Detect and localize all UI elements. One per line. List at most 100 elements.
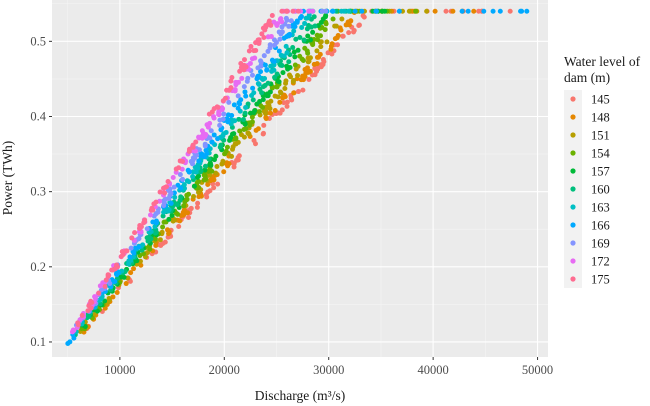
data-point	[241, 127, 247, 133]
legend-key	[570, 204, 576, 210]
data-point	[245, 75, 251, 81]
data-point	[346, 8, 352, 14]
data-point	[96, 290, 102, 296]
data-point	[173, 201, 179, 207]
data-point	[88, 305, 94, 311]
data-point	[278, 16, 284, 22]
data-point	[186, 148, 192, 154]
data-point	[272, 74, 278, 80]
data-point	[281, 100, 287, 106]
legend-key	[570, 276, 576, 282]
data-point	[157, 189, 163, 195]
data-point	[207, 120, 213, 126]
panel-background	[52, 0, 548, 357]
data-point	[180, 209, 186, 215]
data-point	[290, 44, 296, 50]
data-point	[295, 8, 301, 14]
data-point	[67, 339, 73, 345]
data-point	[219, 105, 225, 111]
x-tick-label: 30000	[313, 363, 344, 377]
x-tick-label: 10000	[104, 363, 135, 377]
data-point	[176, 165, 182, 171]
data-point	[140, 242, 146, 248]
data-point	[201, 154, 207, 160]
data-point	[316, 54, 322, 60]
data-point	[214, 163, 220, 169]
data-point	[103, 277, 109, 283]
data-point	[295, 47, 301, 53]
data-point	[178, 194, 184, 200]
data-point	[330, 8, 336, 14]
data-point	[338, 8, 344, 14]
data-point	[267, 106, 273, 112]
data-point	[314, 32, 320, 38]
data-point	[249, 114, 255, 120]
data-point	[310, 42, 316, 48]
legend-title-line-2: dam (m)	[564, 70, 610, 85]
data-point	[203, 147, 209, 153]
data-point	[166, 216, 172, 222]
data-point	[288, 18, 294, 24]
data-point	[284, 8, 290, 14]
data-point	[318, 64, 324, 70]
data-point	[481, 8, 487, 14]
data-point	[243, 104, 249, 110]
data-point	[215, 136, 221, 142]
data-point	[295, 89, 301, 95]
data-point	[114, 290, 120, 296]
data-point	[123, 248, 129, 254]
data-point	[222, 95, 228, 101]
legend-label: 157	[591, 165, 610, 179]
data-point	[262, 76, 268, 82]
data-point	[171, 184, 177, 190]
data-point	[224, 160, 230, 166]
data-point	[213, 153, 219, 159]
data-point	[181, 203, 187, 209]
data-point	[286, 23, 292, 29]
data-point	[79, 312, 85, 318]
data-point	[332, 36, 338, 42]
data-point	[252, 141, 258, 147]
data-point	[139, 247, 145, 253]
legend-label: 151	[591, 129, 610, 143]
data-point	[279, 8, 285, 14]
data-point	[314, 48, 320, 54]
data-point	[265, 100, 271, 106]
data-point	[130, 254, 136, 260]
data-point	[164, 227, 170, 233]
data-point	[249, 72, 255, 78]
data-point	[102, 284, 108, 290]
data-point	[267, 110, 273, 116]
data-point	[293, 66, 299, 72]
data-point	[260, 104, 266, 110]
data-point	[307, 68, 313, 74]
data-point	[319, 8, 325, 14]
data-point	[220, 133, 226, 139]
data-point	[346, 30, 352, 36]
data-point	[157, 237, 163, 243]
data-point	[199, 135, 205, 141]
data-point	[231, 102, 237, 108]
data-point	[202, 141, 208, 147]
data-point	[251, 48, 257, 54]
data-point	[293, 36, 299, 42]
data-point	[359, 8, 365, 14]
data-point	[356, 22, 362, 28]
data-point	[123, 281, 129, 287]
data-point	[94, 308, 100, 314]
data-point	[286, 59, 292, 65]
y-tick-label: 0.5	[30, 34, 46, 48]
data-point	[305, 59, 311, 65]
x-tick-label: 40000	[418, 363, 449, 377]
data-point	[121, 274, 127, 280]
y-tick-label: 0.1	[30, 335, 46, 349]
data-point	[162, 190, 168, 196]
data-point	[229, 75, 235, 81]
data-point	[443, 8, 449, 14]
data-point	[220, 116, 226, 122]
data-point	[110, 294, 116, 300]
data-point	[246, 48, 252, 54]
data-point	[188, 159, 194, 165]
data-point	[131, 266, 137, 272]
data-point	[263, 115, 269, 121]
